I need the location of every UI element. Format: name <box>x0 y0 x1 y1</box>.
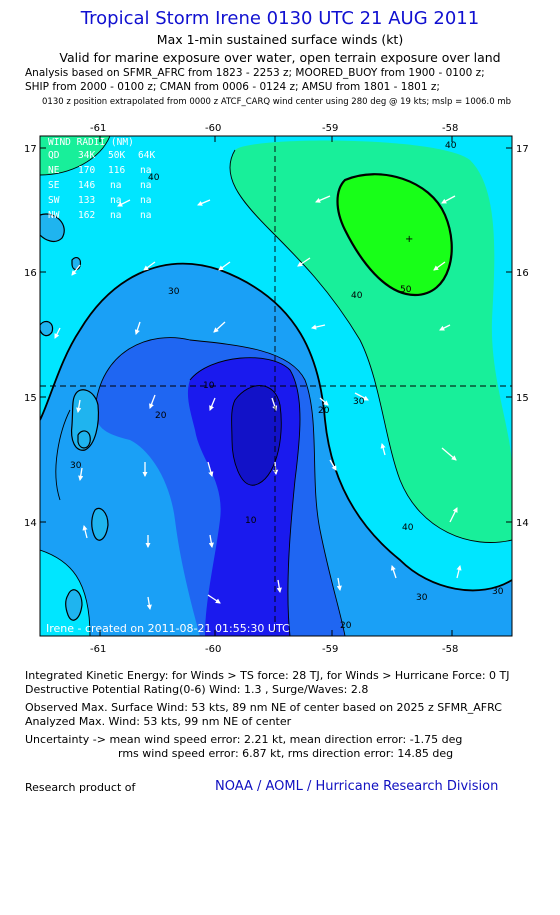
wind-radii-cell: na <box>140 195 151 206</box>
lon-tick-label: -59 <box>322 123 338 134</box>
wind-radii-cell: NE <box>48 165 60 176</box>
wind-radii-title: WIND RADII (NM) <box>48 137 134 148</box>
lat-tick-label: 17 <box>24 144 37 155</box>
lat-tick-label: 15 <box>24 393 37 404</box>
lon-tick-label: -61 <box>90 123 106 134</box>
lon-tick-label: -61 <box>90 644 106 655</box>
wind-radii-cell: 170 <box>78 165 95 176</box>
dpr-line: Destructive Potential Rating(0-6) Wind: … <box>25 683 369 696</box>
contour-label: 10 <box>245 516 257 526</box>
wind-radii-cell: na <box>110 195 121 206</box>
analyzed-max-line: Analyzed Max. Wind: 53 kts, 99 nm NE of … <box>25 715 292 728</box>
wind-radii-header: 34K <box>78 150 95 161</box>
contour-label: 30 <box>353 397 365 407</box>
contour-label: 30 <box>70 461 82 471</box>
lon-tick-label: -60 <box>205 644 221 655</box>
contour-labels: 30 40 50 40 30 20 10 20 10 40 30 30 30 2… <box>70 141 504 631</box>
wind-radii-cell: 146 <box>78 180 95 191</box>
wind-radii-header: 64K <box>138 150 155 161</box>
research-label: Research product of <box>25 781 136 794</box>
contour-label: 40 <box>148 173 160 183</box>
subtitle-exposure: Valid for marine exposure over water, op… <box>59 50 501 65</box>
contour-label: 20 <box>340 621 352 631</box>
wind-radii-cell: NW <box>48 210 60 221</box>
uncertainty-line-2: rms wind speed error: 6.87 kt, rms direc… <box>118 747 454 760</box>
analysis-sources-line-2: SHIP from 2000 - 0100 z; CMAN from 0006 … <box>25 81 440 93</box>
wind-radii-cell: SW <box>48 195 60 206</box>
contour-label: 40 <box>445 141 457 151</box>
page-title: Tropical Storm Irene 0130 UTC 21 AUG 201… <box>80 8 480 29</box>
wind-radii-cell: na <box>140 165 151 176</box>
uncertainty-line-1: Uncertainty -> mean wind speed error: 2.… <box>25 733 463 746</box>
contour-label: 20 <box>155 411 167 421</box>
ike-line: Integrated Kinetic Energy: for Winds > T… <box>25 669 510 682</box>
lon-tick-label: -59 <box>322 644 338 655</box>
wind-radii-cell: na <box>110 180 121 191</box>
wind-radii-table: WIND RADII (NM) QD 34K 50K 64K NE 170 11… <box>48 137 155 221</box>
lon-tick-label: -60 <box>205 123 221 134</box>
wind-vectors <box>54 195 462 611</box>
lon-tick-label: -58 <box>442 123 458 134</box>
wind-radii-cell: 133 <box>78 195 95 206</box>
wind-radii-cell: 116 <box>108 165 125 176</box>
lat-tick-label: 14 <box>516 518 529 529</box>
noaa-link[interactable]: NOAA / AOML / Hurricane Research Divisio… <box>215 779 499 794</box>
lon-tick-label: -58 <box>442 644 458 655</box>
lat-tick-label: 17 <box>516 144 529 155</box>
map-credit: Irene - created on 2011-08-21 01:55:30 U… <box>46 622 290 635</box>
contour-label: 40 <box>351 291 363 301</box>
wind-radii-cell: SE <box>48 180 60 191</box>
lat-tick-label: 16 <box>24 268 37 279</box>
max-wind-marker: + <box>405 234 413 245</box>
contour-label: 30 <box>168 287 180 297</box>
lat-tick-label: 14 <box>24 518 37 529</box>
contour-label: 20 <box>318 406 330 416</box>
wind-radii-cell: 162 <box>78 210 95 221</box>
contour-label: 40 <box>402 523 414 533</box>
contour-label: 30 <box>492 587 504 597</box>
observed-max-line: Observed Max. Surface Wind: 53 kts, 89 n… <box>25 701 502 714</box>
wind-radii-cell: na <box>140 180 151 191</box>
position-note: 0130 z position extrapolated from 0000 z… <box>42 97 512 107</box>
wind-radii-cell: na <box>140 210 151 221</box>
contour-label: 50 <box>400 285 412 295</box>
contour-label: 10 <box>203 381 215 391</box>
wind-radii-header: QD <box>48 150 60 161</box>
storm-center-crosshair <box>40 136 512 636</box>
wind-field-map: 30 40 50 40 30 20 10 20 10 40 30 30 30 2… <box>24 123 529 655</box>
map-frame <box>39 135 513 637</box>
lat-tick-label: 16 <box>516 268 529 279</box>
wind-contours: 30 40 50 40 30 20 10 20 10 40 30 30 30 2… <box>40 136 512 636</box>
analysis-sources-line-1: Analysis based on SFMR_AFRC from 1823 - … <box>25 67 485 79</box>
contour-label: 30 <box>416 593 428 603</box>
wind-radii-header: 50K <box>108 150 125 161</box>
subtitle-winds: Max 1-min sustained surface winds (kt) <box>156 32 404 47</box>
wind-radii-cell: na <box>110 210 121 221</box>
lat-tick-label: 15 <box>516 393 529 404</box>
